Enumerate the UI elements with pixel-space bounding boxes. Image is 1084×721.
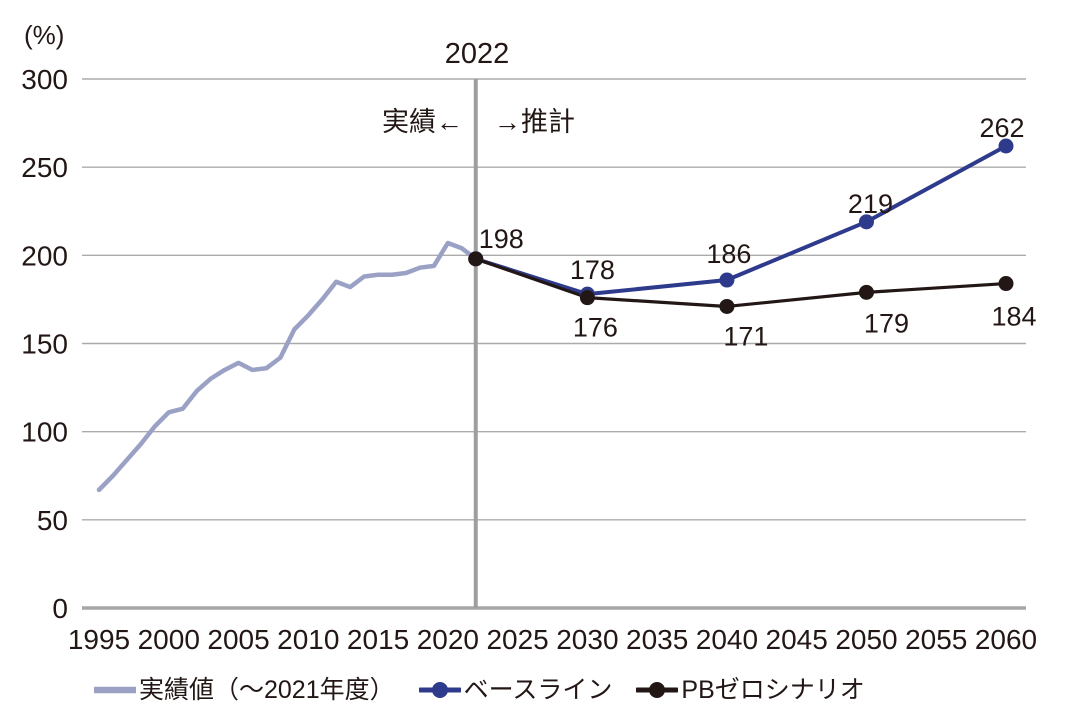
y-tick-label-100: 100 [21, 417, 68, 448]
y-tick-label-50: 50 [37, 505, 68, 536]
point-label-179: 179 [864, 308, 909, 338]
legend-swatch-dot [649, 682, 666, 698]
x-tick-label-2045: 2045 [766, 624, 828, 655]
x-tick-label-2060: 2060 [975, 624, 1037, 655]
legend: 実績値（～2021年度） ベースライン PBゼロシナリオ [0, 670, 1084, 710]
legend-item-pb-zero: PBゼロシナリオ [634, 675, 865, 704]
point-label-198: 198 [479, 224, 524, 254]
y-tick-label-150: 150 [21, 329, 68, 360]
legend-swatch-dot [431, 682, 448, 698]
point-label-176: 176 [573, 313, 618, 343]
x-tick-label-2040: 2040 [696, 624, 758, 655]
series-line-0 [96, 240, 479, 493]
point-label-178: 178 [570, 255, 615, 285]
legend-item-baseline: ベースライン [417, 675, 613, 704]
baseline-line-swatch [417, 680, 463, 700]
pb-zero-line-swatch [634, 680, 680, 700]
x-tick-label-2050: 2050 [835, 624, 897, 655]
point-label-184: 184 [991, 302, 1036, 332]
y-tick-label-0: 0 [52, 593, 68, 624]
series-1-point-2060 [998, 138, 1014, 154]
point-label-262: 262 [979, 113, 1024, 143]
x-tick-label-2030: 2030 [556, 624, 618, 655]
y-axis-unit-label: (%) [24, 20, 65, 50]
y-tick-label-200: 200 [21, 240, 68, 271]
point-label-171: 171 [723, 321, 768, 351]
series-2-point-2060 [998, 276, 1014, 292]
x-tick-label-2015: 2015 [347, 624, 409, 655]
series-2-point-2040 [719, 298, 735, 314]
series-2-point-2050 [858, 284, 874, 300]
series-1-point-2040 [719, 272, 735, 288]
x-tick-label-2055: 2055 [905, 624, 967, 655]
x-tick-label-1995: 1995 [68, 624, 130, 655]
legend-swatch-graphic [634, 682, 680, 698]
divider-year-title: 2022 [444, 38, 510, 70]
x-tick-label-2020: 2020 [417, 624, 479, 655]
series-1-point-2050 [858, 214, 874, 230]
point-label-219: 219 [848, 189, 893, 219]
legend-label-actual: 実績値（～2021年度） [139, 675, 395, 704]
legend-item-actual: 実績値（～2021年度） [91, 675, 395, 704]
actual-line-swatch [91, 680, 139, 700]
legend-label-baseline: ベースライン [463, 675, 613, 704]
x-tick-label-2010: 2010 [277, 624, 339, 655]
actual-side-annotation: 実績← [382, 107, 463, 137]
y-tick-label-250: 250 [21, 152, 68, 183]
x-tick-label-2000: 2000 [138, 624, 200, 655]
x-tick-label-2025: 2025 [486, 624, 548, 655]
series-2-point-2030 [579, 290, 595, 306]
series-2-point-2022 [468, 251, 484, 267]
legend-label-pb-zero: PBゼロシナリオ [681, 675, 865, 704]
series-line-1 [473, 144, 1008, 297]
x-tick-label-2035: 2035 [626, 624, 688, 655]
y-tick-label-300: 300 [21, 64, 68, 95]
legend-swatch-graphic [91, 686, 139, 694]
x-tick-label-2005: 2005 [207, 624, 269, 655]
legend-swatch-graphic [417, 682, 463, 698]
point-label-186: 186 [706, 239, 751, 269]
projection-side-annotation: →推計 [494, 107, 575, 137]
